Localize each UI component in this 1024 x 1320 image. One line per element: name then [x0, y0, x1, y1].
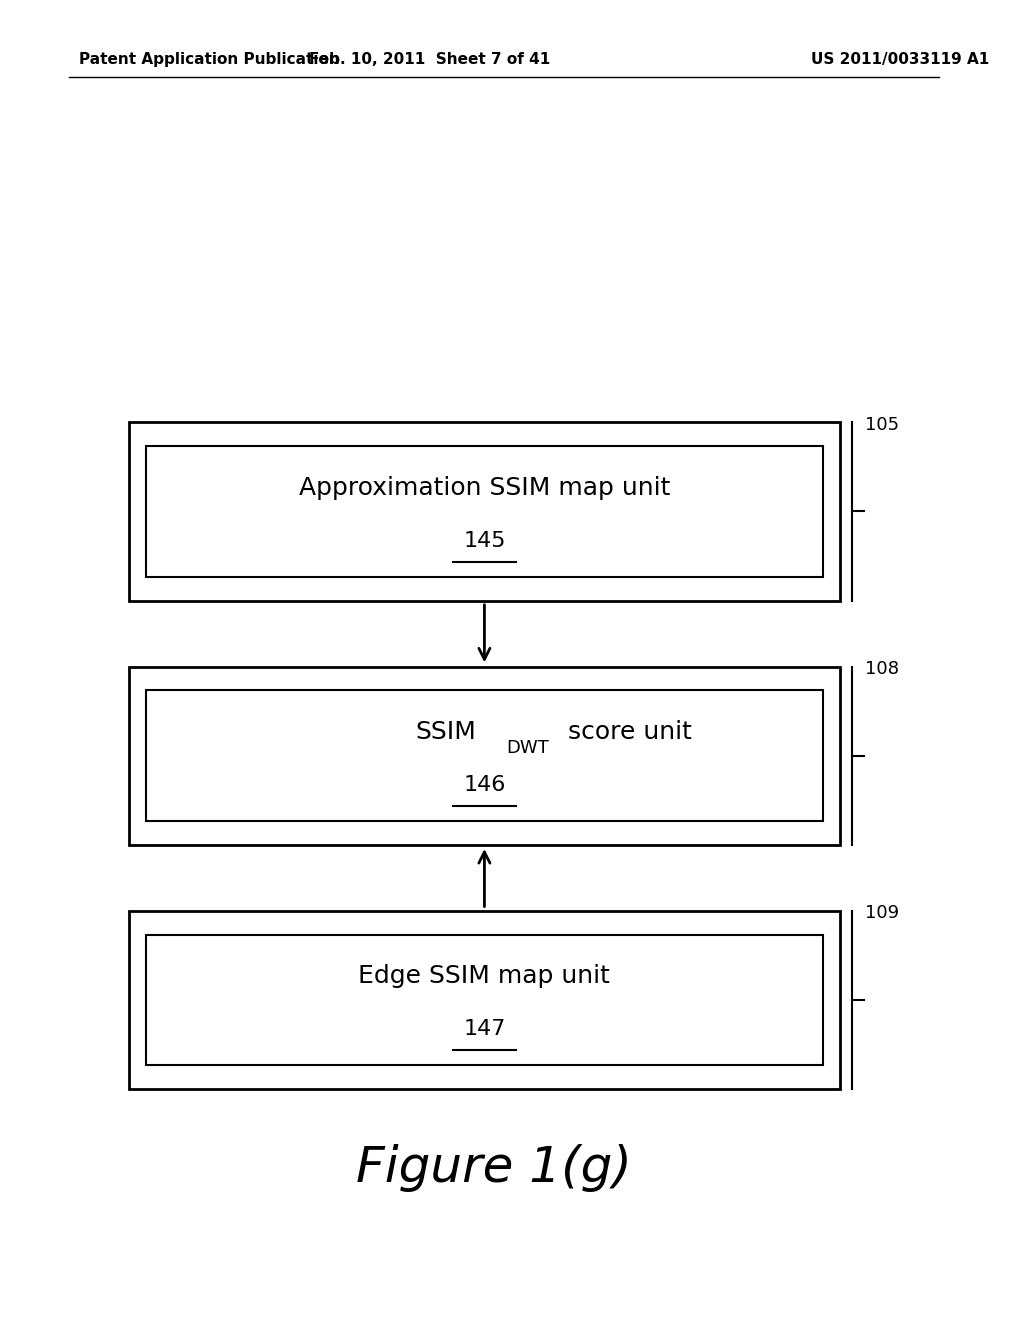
- Bar: [146, 935, 822, 1065]
- Text: Patent Application Publication: Patent Application Publication: [79, 51, 340, 67]
- Text: Feb. 10, 2011  Sheet 7 of 41: Feb. 10, 2011 Sheet 7 of 41: [309, 51, 551, 67]
- Text: DWT: DWT: [506, 739, 549, 756]
- Text: Approximation SSIM map unit: Approximation SSIM map unit: [299, 475, 670, 500]
- Bar: [129, 667, 841, 845]
- Bar: [129, 911, 841, 1089]
- Text: Edge SSIM map unit: Edge SSIM map unit: [358, 964, 610, 989]
- Bar: [146, 446, 822, 577]
- Bar: [146, 690, 822, 821]
- Text: 105: 105: [865, 416, 899, 434]
- Text: 108: 108: [865, 660, 899, 678]
- Text: SSIM: SSIM: [415, 719, 476, 744]
- Text: US 2011/0033119 A1: US 2011/0033119 A1: [811, 51, 989, 67]
- Text: score unit: score unit: [568, 719, 692, 744]
- Text: 146: 146: [463, 775, 506, 795]
- Text: Figure 1(g): Figure 1(g): [356, 1144, 632, 1192]
- Text: 145: 145: [463, 531, 506, 550]
- Text: 109: 109: [865, 904, 899, 923]
- Bar: [129, 422, 841, 601]
- Text: 147: 147: [463, 1019, 506, 1039]
